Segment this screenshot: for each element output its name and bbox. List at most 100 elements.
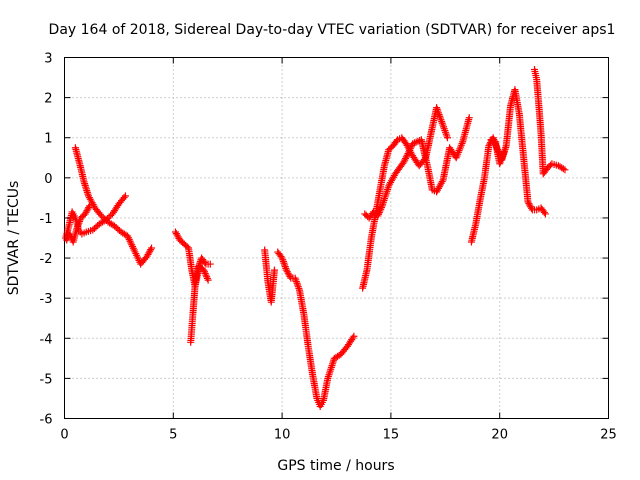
chart-title: Day 164 of 2018, Sidereal Day-to-day VTE…	[49, 22, 616, 38]
data-point	[282, 264, 290, 272]
data-point	[85, 204, 93, 212]
data-point	[292, 278, 300, 286]
data-point	[280, 259, 288, 267]
data-point	[402, 155, 410, 163]
data-point	[277, 253, 285, 261]
data-point	[375, 209, 383, 217]
data-point	[500, 148, 508, 156]
data-point	[349, 334, 357, 342]
data-point	[279, 257, 287, 265]
data-point	[561, 166, 569, 174]
data-point	[350, 332, 358, 340]
data-point	[96, 210, 104, 218]
data-point	[201, 269, 209, 277]
y-tick-label: 2	[44, 92, 52, 107]
y-tick-label: -6	[40, 413, 53, 428]
series-sat-k	[487, 136, 508, 168]
data-point	[403, 151, 411, 159]
data-point	[496, 158, 504, 166]
data-point	[147, 246, 155, 254]
data-point	[101, 215, 109, 223]
data-point	[433, 104, 441, 112]
data-point	[74, 223, 82, 231]
series-sat-f	[261, 246, 278, 306]
data-point	[401, 156, 409, 164]
series-sat-h	[359, 104, 451, 292]
axis-ticks	[64, 57, 609, 419]
series-sat-b	[71, 144, 156, 268]
data-point	[86, 202, 94, 210]
y-tick-label: -2	[40, 252, 53, 267]
data-point	[200, 268, 208, 276]
x-tick-labels: 0 5 10 15 20 25	[60, 428, 616, 443]
data-point	[89, 226, 97, 234]
y-tick-label: 1	[44, 132, 52, 147]
data-point	[406, 145, 414, 153]
data-point	[202, 271, 210, 279]
data-point	[435, 111, 443, 119]
y-tick-label: 3	[44, 52, 52, 67]
data-point	[376, 207, 384, 215]
data-point	[436, 112, 444, 120]
data-point	[499, 151, 507, 159]
data-point	[407, 143, 415, 151]
data-point	[294, 283, 302, 291]
data-point	[73, 224, 81, 232]
data-point	[400, 158, 408, 166]
y-tick-label: -5	[40, 372, 53, 387]
series-sat-c	[63, 202, 94, 246]
data-point	[377, 205, 385, 213]
data-point	[206, 260, 214, 268]
data-point	[196, 259, 204, 267]
plot-frame	[64, 57, 609, 419]
y-tick-labels: -6 -5 -4 -3 -2 -1 0 1 2 3	[40, 52, 53, 428]
data-point	[404, 150, 412, 158]
data-point	[200, 266, 208, 274]
data-point	[114, 225, 122, 233]
x-tick-label: 25	[600, 428, 617, 443]
data-point	[195, 261, 203, 269]
series-sat-j	[467, 86, 549, 246]
data-point	[204, 276, 212, 284]
data-point	[436, 114, 444, 122]
data-point	[374, 212, 382, 220]
data-point	[203, 274, 211, 282]
x-axis-title: GPS time / hours	[277, 458, 394, 474]
data-point	[201, 259, 209, 267]
series-sat-a	[62, 192, 129, 242]
data-point	[194, 263, 202, 271]
data-point	[278, 254, 286, 262]
data-point	[559, 165, 567, 173]
data-point	[286, 273, 294, 281]
y-tick-label: 0	[44, 172, 52, 187]
data-point	[443, 134, 451, 142]
y-axis-title: SDTVAR / TECUs	[6, 181, 22, 296]
data-point	[496, 160, 504, 168]
series-sat-l	[531, 66, 569, 178]
data-point	[405, 148, 413, 156]
data-point	[498, 155, 506, 163]
data-point	[105, 213, 113, 221]
data-point	[76, 217, 84, 225]
data-point	[540, 208, 548, 216]
data-point	[270, 266, 278, 274]
data-point	[377, 204, 385, 212]
data-point	[99, 213, 107, 221]
data-point	[148, 244, 156, 252]
data-point	[402, 153, 410, 161]
x-tick-label: 10	[274, 428, 291, 443]
data-point	[279, 256, 287, 264]
data-point	[541, 210, 549, 218]
x-tick-label: 15	[383, 428, 400, 443]
x-tick-label: 20	[491, 428, 508, 443]
data-point	[193, 266, 201, 274]
data-point	[433, 105, 441, 113]
data-point	[121, 192, 129, 200]
data-point	[375, 210, 383, 218]
data-point	[75, 219, 83, 227]
data-point	[291, 274, 299, 282]
y-tick-label: -4	[40, 332, 53, 347]
data-point	[120, 193, 128, 201]
data-point	[293, 279, 301, 287]
